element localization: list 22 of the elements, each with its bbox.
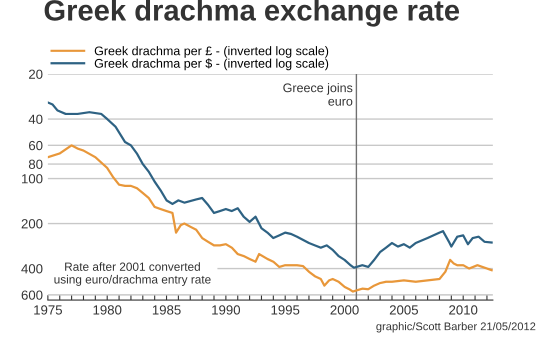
x-tick-label: 2010 (449, 305, 478, 315)
annotation: Rate after 2001 converted using euro/drachma entry rate (54, 262, 211, 286)
x-tick-label: 1975 (34, 305, 62, 315)
x-tick-label: 2000 (330, 305, 359, 315)
text: graphic/Scott Barber 21/05/2012 (376, 322, 536, 332)
x-tick-label: 2005 (390, 305, 418, 315)
y-tick-label: 40 (28, 114, 42, 124)
x-tick-label: 1980 (94, 305, 122, 315)
x-tick-label: 1990 (212, 305, 240, 315)
y-tick-label: 600 (22, 290, 42, 300)
legend-label: Greek drachma per $ - (inverted log scale) (94, 58, 328, 70)
y-tick-label: 200 (22, 219, 42, 228)
ref-line-label: Greece joins euro (283, 83, 352, 106)
y-tick-label: 60 (29, 140, 42, 150)
y-tick-label: 100 (22, 174, 42, 184)
line-series (48, 144, 493, 293)
y-tick-label: 80 (28, 160, 42, 169)
x-tick-label: 1995 (272, 305, 300, 315)
legend-label: Greek drachma per £ - (inverted log scale) (94, 46, 328, 58)
y-tick-label: 20 (29, 70, 42, 79)
x-tick-label: 1985 (152, 305, 181, 315)
y-tick-label: 400 (21, 264, 42, 274)
